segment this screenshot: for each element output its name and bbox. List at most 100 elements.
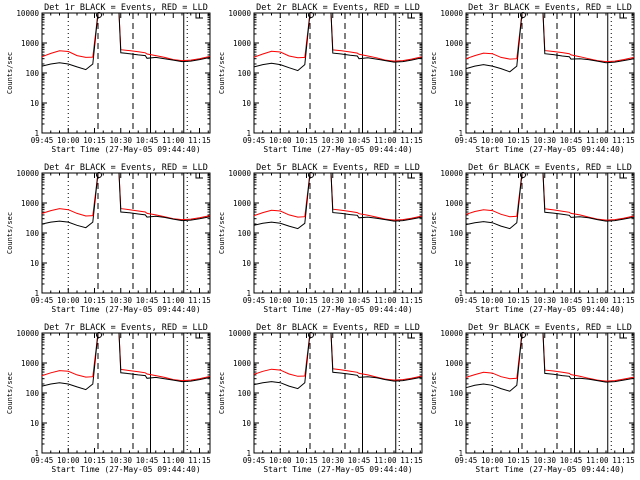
y-tick-label: 10 xyxy=(242,419,252,428)
y-tick-label: 100 xyxy=(25,229,39,238)
x-axis-label: Start Time (27-May-05 09:44:40) xyxy=(475,145,624,154)
y-tick-label: 10000 xyxy=(228,9,251,18)
x-tick-label: 10:00 xyxy=(57,136,80,145)
x-tick-label: 10:15 xyxy=(83,136,106,145)
y-tick-label: 1 xyxy=(246,449,251,458)
x-tick-label: 10:45 xyxy=(560,296,583,305)
y-tick-label: 1000 xyxy=(233,359,252,368)
panel-title: Det 5r BLACK = Events, RED = LLD xyxy=(256,163,420,173)
x-tick-label: 09:45 xyxy=(455,136,478,145)
y-tick-label: 1000 xyxy=(21,359,40,368)
series-line-black xyxy=(253,172,423,230)
x-axis-label: Start Time (27-May-05 09:44:40) xyxy=(263,145,412,154)
x-tick-label: 10:45 xyxy=(348,296,371,305)
y-tick-label: 10000 xyxy=(440,9,463,18)
x-tick-label: 11:15 xyxy=(612,456,635,465)
y-axis-label: Counts/sec xyxy=(218,52,226,94)
y-tick-label: 1000 xyxy=(21,199,40,208)
panel-5: Det 5r BLACK = Events, RED = LLD 1 10 100 10… xyxy=(218,163,423,314)
x-tick-label: 10:45 xyxy=(136,456,159,465)
x-tick-label: 10:15 xyxy=(507,456,530,465)
x-tick-label: 10:30 xyxy=(533,136,556,145)
x-tick-label: 10:45 xyxy=(560,456,583,465)
y-tick-label: 10 xyxy=(242,99,252,108)
panel-title: Det 6r BLACK = Events, RED = LLD xyxy=(468,163,632,173)
y-tick-label: 10000 xyxy=(16,329,39,338)
x-axis-label: Start Time (27-May-05 09:44:40) xyxy=(51,305,200,314)
top-bracket-marker xyxy=(407,173,415,179)
y-tick-label: 1000 xyxy=(445,359,464,368)
plot-frame xyxy=(465,172,635,294)
series-line-black xyxy=(41,332,211,391)
plot-frame xyxy=(41,332,211,454)
x-tick-label: 10:00 xyxy=(269,296,292,305)
x-tick-label: 10:00 xyxy=(269,456,292,465)
y-axis-label: Counts/sec xyxy=(218,212,226,254)
x-tick-label: 10:45 xyxy=(136,296,159,305)
y-tick-label: 100 xyxy=(25,389,39,398)
y-tick-label: 100 xyxy=(449,69,463,78)
series-line-black xyxy=(253,12,423,72)
top-bracket-marker xyxy=(195,333,203,339)
x-tick-label: 10:30 xyxy=(533,296,556,305)
series-line-red xyxy=(253,172,423,221)
x-tick-label: 10:30 xyxy=(321,136,344,145)
x-axis-label: Start Time (27-May-05 09:44:40) xyxy=(263,465,412,474)
x-tick-label: 10:15 xyxy=(295,136,318,145)
panel-title: Det 1r BLACK = Events, RED = LLD xyxy=(44,3,208,13)
x-tick-label: 11:15 xyxy=(612,136,635,145)
x-tick-label: 10:00 xyxy=(481,296,504,305)
panel-7: Det 7r BLACK = Events, RED = LLD 1 10 100 10… xyxy=(6,323,211,474)
y-tick-label: 10 xyxy=(30,99,40,108)
x-tick-label: 10:15 xyxy=(295,296,318,305)
x-tick-label: 10:15 xyxy=(83,296,106,305)
x-tick-label: 11:15 xyxy=(188,136,211,145)
x-tick-label: 10:00 xyxy=(57,296,80,305)
top-bracket-marker xyxy=(407,333,415,339)
series-line-black xyxy=(253,332,423,390)
panel-title: Det 9r BLACK = Events, RED = LLD xyxy=(468,323,632,333)
plot-frame xyxy=(465,332,635,454)
x-tick-label: 10:30 xyxy=(321,296,344,305)
x-tick-label: 11:00 xyxy=(374,136,397,145)
x-tick-label: 11:15 xyxy=(188,456,211,465)
x-tick-label: 11:00 xyxy=(586,296,609,305)
y-tick-label: 10 xyxy=(242,259,252,268)
panel-1: Det 1r BLACK = Events, RED = LLD 1 10 100 10… xyxy=(6,3,211,154)
y-axis-label: Counts/sec xyxy=(6,372,14,414)
y-tick-label: 1 xyxy=(34,129,39,138)
x-axis-label: Start Time (27-May-05 09:44:40) xyxy=(51,465,200,474)
x-tick-label: 10:30 xyxy=(321,456,344,465)
x-tick-label: 11:15 xyxy=(188,296,211,305)
panel-9: Det 9r BLACK = Events, RED = LLD 1 10 100 10… xyxy=(430,323,635,474)
series-line-red xyxy=(465,12,635,63)
x-tick-label: 11:15 xyxy=(612,296,635,305)
x-tick-label: 09:45 xyxy=(243,296,266,305)
plot-frame xyxy=(253,172,423,294)
x-tick-label: 10:30 xyxy=(109,136,132,145)
y-tick-label: 1000 xyxy=(233,39,252,48)
x-tick-label: 09:45 xyxy=(31,136,54,145)
x-tick-label: 11:15 xyxy=(400,136,423,145)
y-tick-label: 10 xyxy=(30,259,40,268)
y-tick-label: 10000 xyxy=(228,169,251,178)
y-tick-label: 10 xyxy=(454,99,464,108)
y-tick-label: 10000 xyxy=(440,169,463,178)
series-line-red xyxy=(41,332,211,382)
y-tick-label: 10 xyxy=(454,259,464,268)
plot-frame xyxy=(41,172,211,294)
y-tick-label: 100 xyxy=(449,229,463,238)
x-tick-label: 09:45 xyxy=(243,456,266,465)
y-tick-label: 100 xyxy=(449,389,463,398)
x-tick-label: 10:00 xyxy=(57,456,80,465)
y-tick-label: 1 xyxy=(458,289,463,298)
x-tick-label: 10:15 xyxy=(507,296,530,305)
y-tick-label: 1 xyxy=(246,129,251,138)
panel-8: Det 8r BLACK = Events, RED = LLD 1 10 100 10… xyxy=(218,323,423,474)
top-bracket-marker xyxy=(619,333,627,339)
series-line-red xyxy=(253,12,423,62)
y-tick-label: 100 xyxy=(237,69,251,78)
y-axis-label: Counts/sec xyxy=(430,52,438,94)
top-bracket-marker xyxy=(195,173,203,179)
